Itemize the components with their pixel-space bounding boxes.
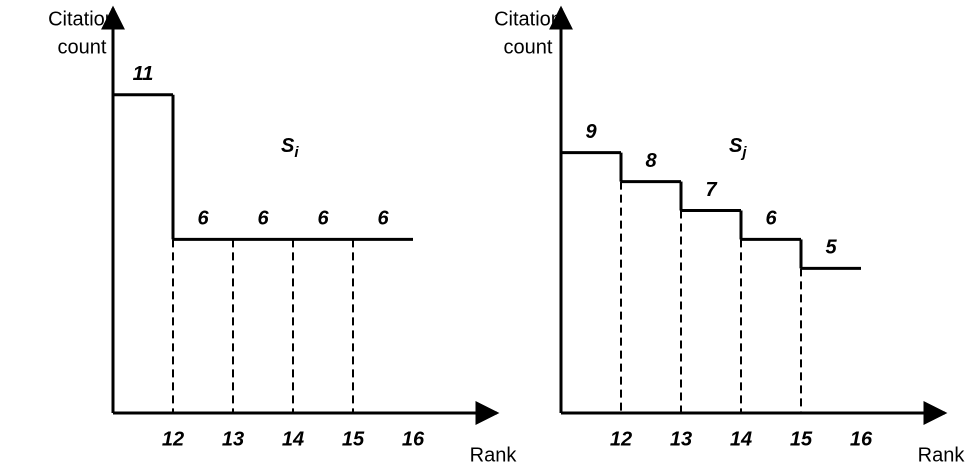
x-tick-label: 13 (670, 428, 692, 450)
x-axis-label: Rank (918, 444, 966, 466)
value-label: 6 (765, 208, 777, 230)
value-label: 11 (133, 63, 154, 85)
y-axis-label: count (504, 36, 553, 58)
x-tick-label: 12 (610, 428, 632, 450)
x-tick-label: 15 (790, 428, 813, 450)
value-label: 6 (317, 208, 329, 230)
value-label: 9 (585, 121, 597, 143)
y-axis-label: count (58, 36, 107, 58)
x-tick-label: 14 (282, 428, 304, 450)
y-axis-label: Citation (48, 8, 116, 30)
annotation-text: S (281, 135, 295, 157)
value-label: 6 (377, 208, 389, 230)
value-label: 7 (705, 179, 717, 201)
value-label: 8 (645, 150, 657, 172)
y-axis-label: Citation (494, 8, 562, 30)
annotation: Sj (729, 135, 747, 161)
x-tick-label: 16 (402, 428, 425, 450)
x-tick-label: 12 (162, 428, 184, 450)
annotation-subscript: i (294, 144, 299, 161)
x-tick-label: 15 (342, 428, 365, 450)
x-tick-label: 14 (730, 428, 752, 450)
value-label: 6 (197, 208, 209, 230)
x-tick-label: 13 (222, 428, 244, 450)
x-axis-label: Rank (470, 444, 518, 466)
value-label: 5 (825, 237, 837, 259)
value-label: 6 (257, 208, 269, 230)
x-tick-label: 16 (850, 428, 873, 450)
annotation: Si (281, 135, 299, 161)
annotation-subscript: j (740, 144, 747, 161)
annotation-text: S (729, 135, 743, 157)
